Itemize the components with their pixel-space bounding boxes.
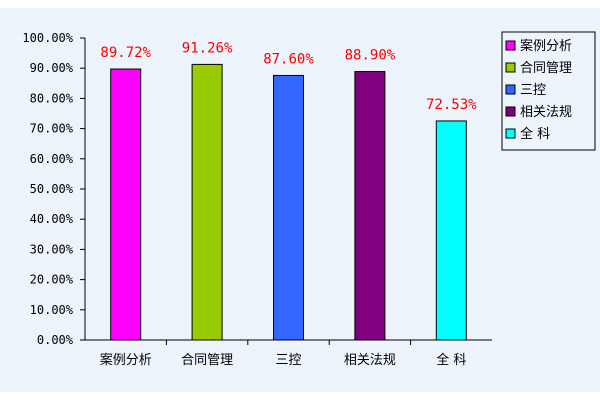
legend-box [501, 31, 596, 151]
bar [110, 68, 142, 341]
y-tick-label: 10.00% [30, 303, 74, 317]
x-tick-label: 案例分析 [100, 353, 152, 368]
y-tick-label: 100.00% [22, 31, 73, 45]
data-label: 91.26% [182, 40, 233, 56]
x-tick-label: 合同管理 [181, 353, 233, 368]
bar [354, 71, 386, 341]
data-labels: 89.72% 91.26% 87.60% 88.90% 72.53% [100, 40, 477, 113]
data-label: 89.72% [100, 45, 151, 61]
bar [191, 63, 223, 341]
bar [273, 74, 304, 341]
legend-entry: 合同管理 [520, 61, 572, 76]
x-axis: 案例分析 合同管理 三控 相关法规 全 科 [85, 339, 492, 368]
y-tick-label: 60.00% [30, 152, 74, 166]
x-tick-label: 相关法规 [344, 353, 396, 368]
y-tick-label: 20.00% [30, 273, 74, 287]
y-tick-label: 90.00% [30, 61, 74, 75]
y-tick-label: 40.00% [30, 212, 74, 226]
y-tick-label: 30.00% [30, 242, 74, 256]
legend-swatch [505, 62, 516, 73]
bars [110, 63, 467, 341]
legend-swatch [505, 106, 516, 117]
y-tick-label: 70.00% [30, 122, 74, 136]
data-label: 87.60% [263, 51, 314, 67]
data-label: 88.90% [345, 48, 396, 64]
y-tick-label: 80.00% [30, 91, 74, 105]
legend-swatch [505, 84, 516, 95]
legend-entry: 相关法规 [520, 105, 572, 120]
y-tick-label: 0.00% [37, 333, 74, 347]
x-tick-label: 三控 [275, 353, 301, 368]
data-label: 72.53% [426, 97, 477, 113]
x-tick-label: 全 科 [436, 352, 466, 368]
legend-entry: 三控 [520, 83, 546, 98]
legend-swatch [505, 40, 516, 51]
y-axis: 0.00% 10.00% 20.00% 30.00% 40.00% 50.00% 60.00… [22, 31, 86, 347]
legend-entry: 全 科 [520, 126, 550, 142]
legend-swatch [505, 128, 516, 139]
y-tick-label: 50.00% [30, 182, 74, 196]
legend-entry: 案例分析 [520, 39, 572, 54]
bar [435, 120, 467, 341]
